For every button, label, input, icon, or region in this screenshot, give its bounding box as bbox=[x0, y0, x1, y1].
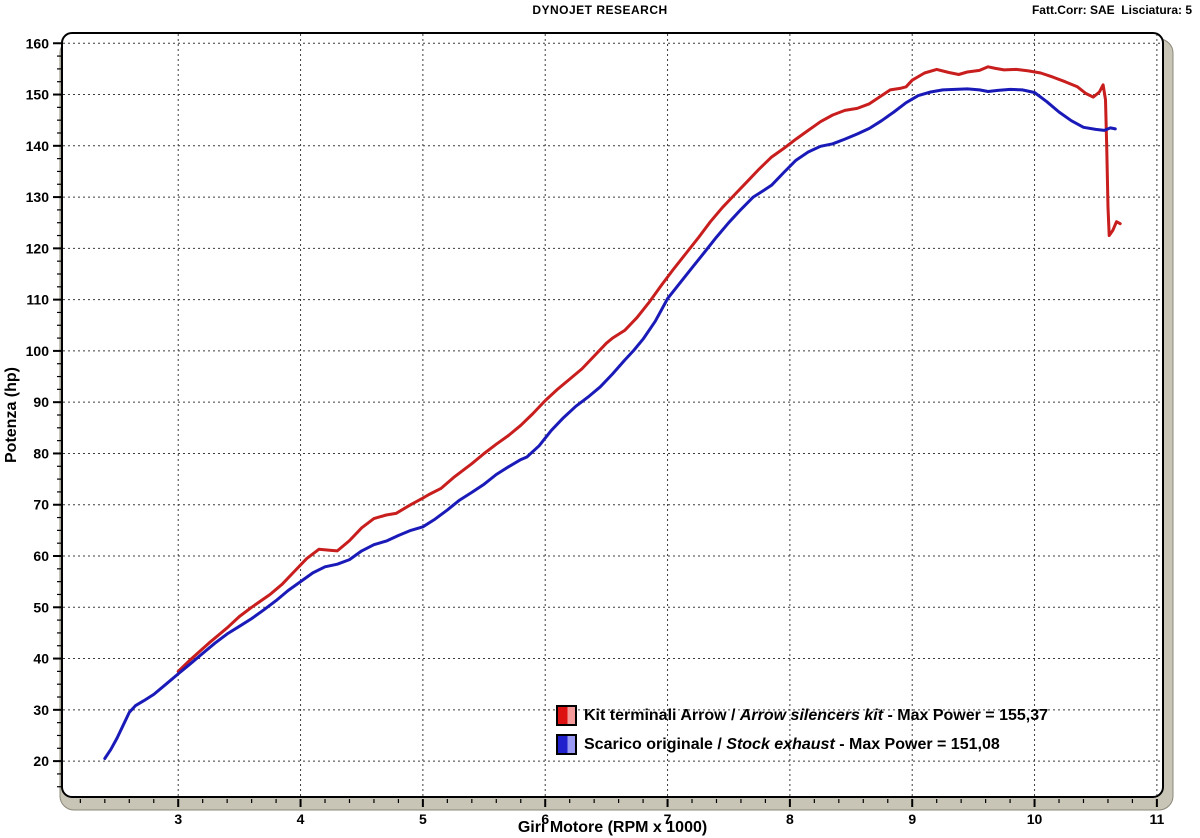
svg-text:110: 110 bbox=[26, 292, 49, 308]
legend-label-stock-exhaust: Scarico originale / Stock exhaust - Max … bbox=[584, 736, 1000, 754]
chart-legend: Kit terminali Arrow / Arrow silencers ki… bbox=[556, 701, 1048, 759]
blue-series-swatch-icon bbox=[556, 734, 577, 755]
svg-text:7: 7 bbox=[664, 811, 672, 827]
svg-text:50: 50 bbox=[33, 599, 49, 615]
plot-area bbox=[62, 33, 1163, 797]
svg-text:70: 70 bbox=[33, 497, 49, 513]
svg-text:130: 130 bbox=[26, 189, 50, 205]
legend-stock-maxpower: - Max Power = 151,08 bbox=[834, 735, 1000, 753]
svg-text:9: 9 bbox=[908, 811, 916, 827]
red-series-swatch-icon bbox=[556, 705, 577, 726]
legend-item-stock-exhaust: Scarico originale / Stock exhaust - Max … bbox=[556, 730, 1048, 759]
x-tick-labels: 3 4 5 6 7 8 9 10 11 bbox=[174, 811, 1164, 827]
correction-info: Fatt.Corr: SAE Lisciatura: 5 bbox=[1031, 3, 1192, 17]
legend-arrow-prefix: Kit terminali Arrow / bbox=[584, 706, 740, 724]
x-axis-title: Giri Motore (RPM x 1000) bbox=[518, 819, 707, 836]
svg-text:4: 4 bbox=[297, 811, 305, 827]
legend-stock-prefix: Scarico originale / bbox=[584, 735, 727, 753]
svg-text:20: 20 bbox=[33, 753, 49, 769]
svg-text:6: 6 bbox=[541, 811, 549, 827]
legend-stock-italic: Stock exhaust bbox=[726, 735, 835, 753]
legend-label-arrow-kit: Kit terminali Arrow / Arrow silencers ki… bbox=[584, 707, 1048, 725]
svg-text:100: 100 bbox=[26, 343, 50, 359]
legend-arrow-maxpower: - Max Power = 155,37 bbox=[883, 706, 1049, 724]
svg-text:90: 90 bbox=[33, 394, 49, 410]
page-title: DYNOJET RESEARCH bbox=[532, 3, 668, 17]
svg-text:140: 140 bbox=[26, 138, 50, 154]
axis-ticks bbox=[53, 42, 1158, 807]
legend-item-arrow-kit: Kit terminali Arrow / Arrow silencers ki… bbox=[556, 701, 1048, 730]
svg-text:10: 10 bbox=[1027, 811, 1043, 827]
svg-text:80: 80 bbox=[33, 445, 49, 461]
svg-text:30: 30 bbox=[33, 702, 49, 718]
svg-text:3: 3 bbox=[174, 811, 182, 827]
svg-text:120: 120 bbox=[26, 240, 50, 256]
svg-text:150: 150 bbox=[26, 87, 50, 103]
svg-text:160: 160 bbox=[26, 35, 50, 51]
plot-frame bbox=[61, 32, 1164, 798]
svg-text:60: 60 bbox=[33, 548, 49, 564]
grid-lines bbox=[63, 34, 1162, 796]
curve-arrow-silencers-kit bbox=[176, 65, 1122, 673]
y-axis-title: Potenza (hp) bbox=[3, 367, 20, 463]
svg-text:40: 40 bbox=[33, 651, 49, 667]
y-tick-labels: 20 30 40 50 60 70 80 90 100 110 120 130 140 150 160 bbox=[26, 35, 50, 769]
svg-text:5: 5 bbox=[419, 811, 427, 827]
svg-text:11: 11 bbox=[1149, 811, 1164, 827]
svg-text:8: 8 bbox=[786, 811, 794, 827]
curve-stock-exhaust bbox=[103, 87, 1117, 760]
legend-arrow-italic: Arrow silencers kit bbox=[739, 706, 884, 724]
